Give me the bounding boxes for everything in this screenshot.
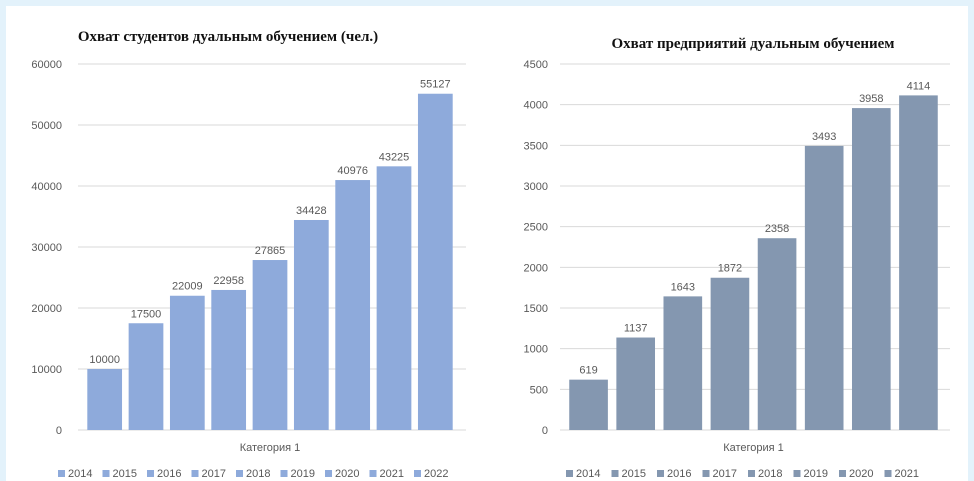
y-tick-label: 500 bbox=[530, 384, 548, 396]
y-tick-label: 1000 bbox=[524, 344, 548, 356]
bar-2015 bbox=[616, 337, 656, 430]
data-label-2017: 1872 bbox=[718, 263, 742, 275]
legend-label-2014: 2014 bbox=[576, 468, 600, 480]
companies-bar-chart: Охват предприятий дуальным обучением 0 500… bbox=[524, 36, 950, 480]
legend-label-2020: 2020 bbox=[335, 468, 359, 480]
companies-chart-panel: Охват предприятий дуальным обучением 0 500… bbox=[490, 6, 968, 481]
y-tick-label: 2000 bbox=[524, 262, 548, 274]
legend-swatch-2021 bbox=[369, 470, 377, 477]
y-tick-label: 3500 bbox=[524, 140, 548, 152]
y-tick-label: 3000 bbox=[524, 181, 548, 193]
y-tick-label: 0 bbox=[542, 425, 548, 437]
bar-2019 bbox=[804, 145, 844, 431]
legend-label-2016: 2016 bbox=[157, 468, 181, 480]
y-tick-label: 10000 bbox=[31, 364, 62, 376]
legend-swatch-2018 bbox=[748, 470, 755, 477]
data-label-2014: 619 bbox=[579, 365, 597, 377]
data-label-2019: 3493 bbox=[812, 131, 836, 143]
legend-label-2017: 2017 bbox=[713, 468, 737, 480]
y-tick-label: 4500 bbox=[524, 59, 548, 71]
data-label-2015: 17500 bbox=[131, 308, 162, 320]
legend-label-2016: 2016 bbox=[667, 468, 691, 480]
data-label-2020: 40976 bbox=[337, 165, 368, 177]
legend-label-2019: 2019 bbox=[291, 468, 315, 480]
students-bar-chart: Охват студентов дуальным обучением (чел.… bbox=[31, 29, 466, 480]
legend-label-2015: 2015 bbox=[113, 468, 137, 480]
legend-swatch-2015 bbox=[102, 470, 110, 477]
bar-2019 bbox=[293, 219, 329, 430]
legend-swatch-2020 bbox=[839, 470, 846, 477]
bar-2018 bbox=[757, 238, 797, 430]
legend-swatch-2016 bbox=[657, 470, 664, 477]
legend-swatch-2014 bbox=[58, 470, 65, 477]
data-label-2016: 22009 bbox=[172, 281, 203, 293]
data-label-2017: 22958 bbox=[213, 275, 244, 287]
bar-2018 bbox=[252, 260, 288, 430]
data-label-2018: 27865 bbox=[255, 245, 286, 257]
legend-label-2022: 2022 bbox=[424, 468, 448, 480]
data-label-2019: 34428 bbox=[296, 205, 327, 217]
bar-2016 bbox=[169, 295, 205, 430]
legend-swatch-2017 bbox=[702, 470, 710, 477]
legend-swatch-2019 bbox=[280, 470, 288, 477]
legend-swatch-2016 bbox=[147, 470, 154, 477]
students-chart-panel: Охват студентов дуальным обучением (чел.… bbox=[6, 6, 484, 481]
legend-swatch-2014 bbox=[566, 470, 573, 477]
data-label-2015: 1137 bbox=[624, 323, 648, 335]
bar-2020 bbox=[335, 180, 371, 430]
bar-2020 bbox=[851, 108, 891, 430]
data-label-2020: 3958 bbox=[859, 93, 883, 105]
y-tick-label: 4000 bbox=[524, 100, 548, 112]
data-label-2016: 1643 bbox=[671, 281, 695, 293]
chart-title: Охват студентов дуальным обучением (чел.… bbox=[78, 29, 378, 45]
legend-label-2015: 2015 bbox=[622, 468, 646, 480]
legend-swatch-2018 bbox=[236, 470, 243, 477]
y-tick-label: 2500 bbox=[524, 222, 548, 234]
y-tick-label: 30000 bbox=[31, 242, 62, 254]
bar-2021 bbox=[899, 95, 938, 431]
data-label-2021: 4114 bbox=[907, 80, 931, 92]
legend-label-2021: 2021 bbox=[895, 468, 919, 480]
bar-2014 bbox=[87, 369, 123, 430]
bar-2017 bbox=[211, 289, 247, 430]
legend-swatch-2021 bbox=[884, 470, 892, 477]
data-label-2014: 10000 bbox=[89, 354, 120, 366]
legend-label-2020: 2020 bbox=[849, 468, 873, 480]
bar-2014 bbox=[569, 379, 608, 430]
y-tick-label: 40000 bbox=[31, 181, 62, 193]
bar-2021 bbox=[376, 166, 412, 430]
legend-swatch-2017 bbox=[191, 470, 199, 477]
page-frame: Охват студентов дуальным обучением (чел.… bbox=[6, 6, 968, 481]
bar-2017 bbox=[710, 277, 750, 430]
legend-label-2018: 2018 bbox=[246, 468, 270, 480]
bar-2016 bbox=[663, 296, 703, 430]
legend-swatch-2019 bbox=[793, 470, 801, 477]
y-tick-label: 50000 bbox=[31, 120, 62, 132]
data-label-2018: 2358 bbox=[765, 223, 789, 235]
data-label-2022: 55127 bbox=[420, 79, 451, 91]
legend-label-2017: 2017 bbox=[202, 468, 226, 480]
bar-2022 bbox=[417, 93, 453, 430]
y-tick-label: 60000 bbox=[31, 59, 62, 71]
data-label-2021: 43225 bbox=[379, 151, 410, 163]
chart-title: Охват предприятий дуальным обучением bbox=[611, 36, 894, 52]
legend-label-2014: 2014 bbox=[68, 468, 92, 480]
legend-label-2021: 2021 bbox=[380, 468, 404, 480]
bar-2015 bbox=[128, 323, 164, 430]
legend-label-2018: 2018 bbox=[758, 468, 782, 480]
y-tick-label: 0 bbox=[56, 425, 62, 437]
category-label: Категория 1 bbox=[240, 442, 301, 454]
category-label: Категория 1 bbox=[723, 442, 784, 454]
legend-swatch-2015 bbox=[611, 470, 619, 477]
y-tick-label: 20000 bbox=[31, 303, 62, 315]
legend-swatch-2022 bbox=[414, 470, 421, 477]
y-tick-label: 1500 bbox=[524, 303, 548, 315]
legend-label-2019: 2019 bbox=[804, 468, 828, 480]
legend-swatch-2020 bbox=[325, 470, 332, 477]
